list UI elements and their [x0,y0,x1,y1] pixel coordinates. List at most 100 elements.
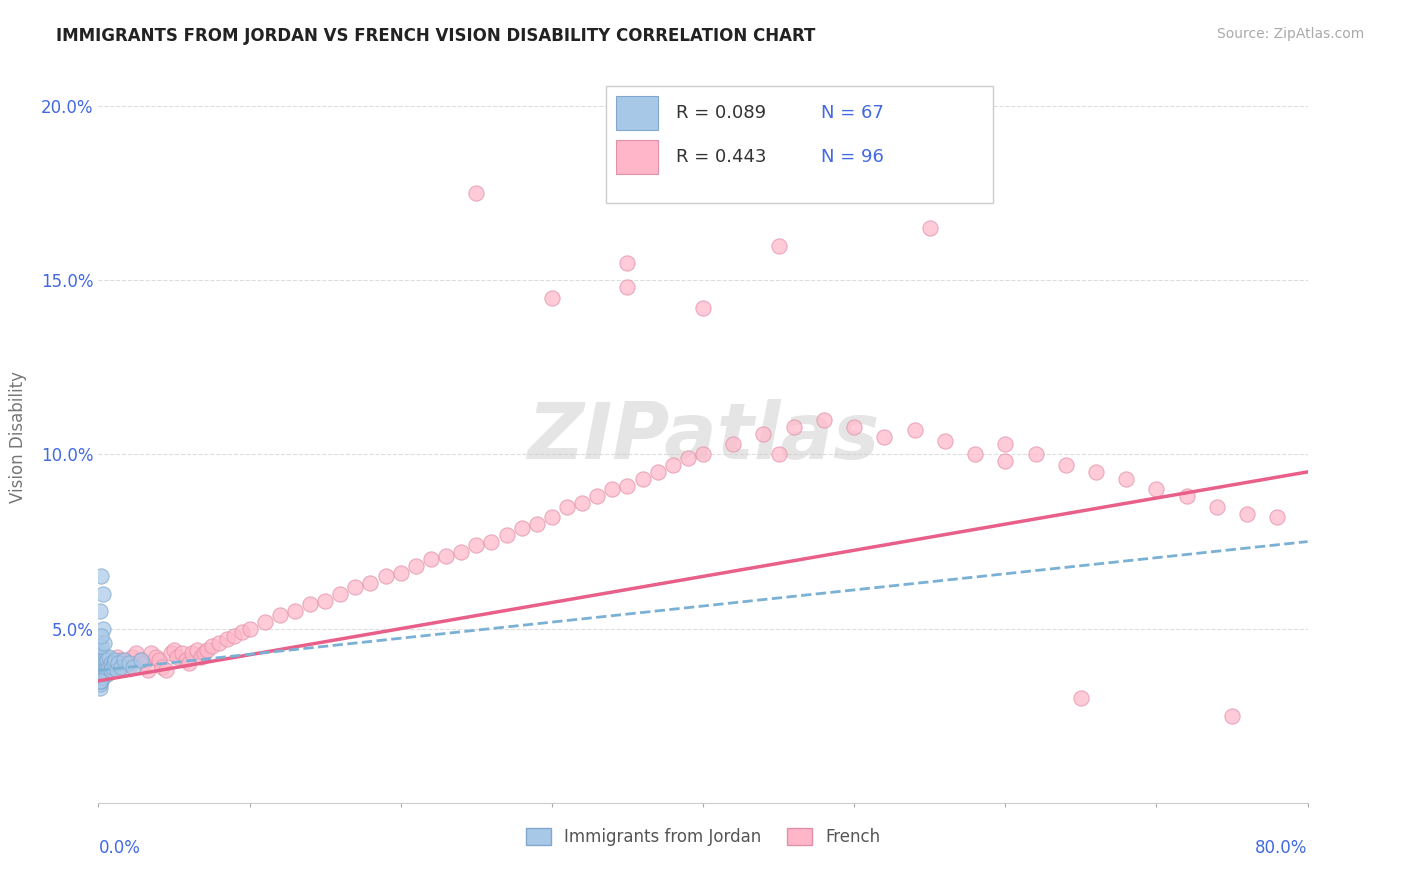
Point [181,646,204,660]
Point [1220,708,1243,723]
Point [284,604,307,618]
Point [783,419,806,434]
Text: 80.0%: 80.0% [1256,839,1308,857]
Point [224,629,246,643]
Point [768,238,790,252]
Point [96,653,118,667]
Point [118,660,141,674]
Point [93,664,115,678]
Point [89,673,111,688]
Point [91,664,114,678]
Point [91,649,114,664]
Point [91,622,114,636]
Point [94,664,117,678]
Point [170,646,193,660]
Point [89,667,111,681]
Point [93,660,115,674]
Point [692,448,714,462]
Point [994,437,1017,451]
Point [96,660,118,674]
Point [125,646,148,660]
Point [90,664,112,678]
Point [103,657,125,671]
Point [155,664,177,678]
Point [89,646,111,660]
Point [90,670,112,684]
Point [89,660,111,674]
Point [89,667,111,681]
Point [90,657,112,671]
Point [90,664,112,678]
Point [201,639,224,653]
Point [90,670,112,684]
Point [110,653,132,667]
Point [91,667,114,681]
Point [934,434,956,448]
Point [122,660,145,674]
Y-axis label: Vision Disability: Vision Disability [10,371,27,503]
Point [450,545,472,559]
Point [90,653,112,667]
FancyBboxPatch shape [606,86,993,203]
Point [1144,483,1167,497]
Point [103,664,125,678]
Point [89,657,111,671]
Point [616,479,638,493]
Point [918,221,941,235]
Point [129,653,152,667]
Point [571,496,593,510]
Point [314,594,336,608]
Point [692,301,714,316]
Point [90,673,112,688]
Text: N = 96: N = 96 [821,148,884,166]
Point [540,291,562,305]
Point [752,426,775,441]
Point [93,657,115,671]
Point [918,134,941,148]
Text: R = 0.443: R = 0.443 [676,148,766,166]
Point [186,642,208,657]
Point [495,527,517,541]
Point [100,657,122,671]
Point [405,558,427,573]
Point [136,664,159,678]
Point [193,646,215,660]
Point [723,437,745,451]
Point [90,660,112,674]
Point [145,649,167,664]
Point [129,653,152,667]
Legend: Immigrants from Jordan, French: Immigrants from Jordan, French [519,822,887,853]
Point [98,660,121,674]
Point [179,657,201,671]
Point [510,521,533,535]
Point [89,681,111,695]
Point [90,646,112,660]
Point [965,448,987,462]
Point [148,653,170,667]
Text: IMMIGRANTS FROM JORDAN VS FRENCH VISION DISABILITY CORRELATION CHART: IMMIGRANTS FROM JORDAN VS FRENCH VISION … [56,27,815,45]
Point [163,642,186,657]
Point [94,664,117,678]
Point [91,670,114,684]
Point [89,660,111,674]
Point [360,576,382,591]
Point [1024,448,1046,462]
Text: R = 0.089: R = 0.089 [676,104,766,122]
Point [100,664,122,678]
Bar [616,140,658,174]
Point [434,549,457,563]
Point [91,660,114,674]
Point [904,423,927,437]
Point [160,646,183,660]
Point [1206,500,1229,514]
Text: 0.0%: 0.0% [98,839,141,857]
Point [112,653,135,667]
Point [1175,489,1198,503]
Point [91,587,114,601]
Point [190,649,212,664]
Point [813,412,835,426]
Point [90,629,112,643]
Point [174,653,197,667]
Point [602,483,624,497]
Point [1115,472,1137,486]
